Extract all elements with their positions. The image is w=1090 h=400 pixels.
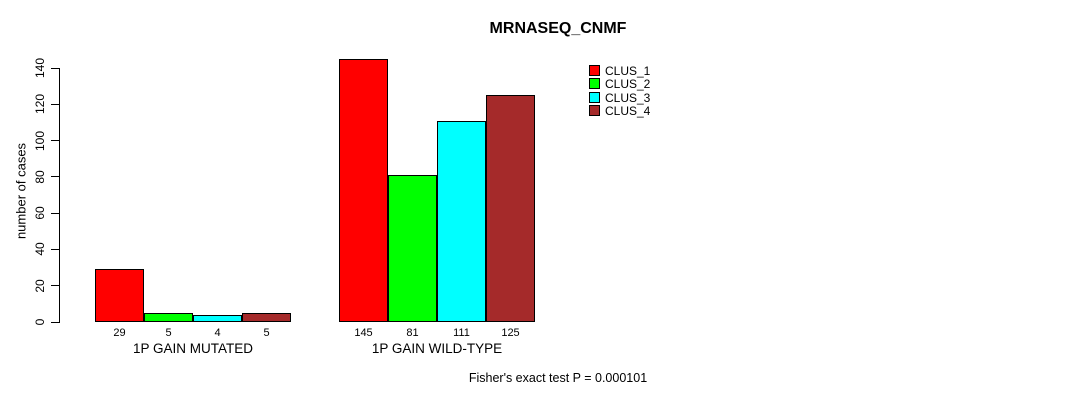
group-label: 1P GAIN MUTATED: [132, 341, 254, 356]
bar-clus_4-group2: [486, 95, 535, 322]
bar-clus_2-group1: [144, 313, 193, 322]
bar-value-label: 29: [113, 327, 126, 339]
bar-value-label: 145: [354, 327, 373, 339]
y-axis-tick: [51, 321, 59, 323]
legend-swatch-clus_3: [589, 92, 600, 103]
bar-value-label: 5: [165, 327, 172, 339]
y-axis-tick: [51, 67, 59, 69]
y-axis-tick: [51, 140, 59, 142]
y-axis-line: [59, 68, 60, 323]
bar-value-label: 5: [263, 327, 270, 339]
bar-value-label: 4: [214, 327, 221, 339]
bar-clus_1-group2: [339, 59, 388, 322]
legend-label-clus_4: CLUS_4: [605, 103, 651, 118]
fisher-test-annotation: Fisher's exact test P = 0.000101: [468, 371, 648, 385]
legend-swatch-clus_1: [589, 65, 600, 76]
bar-clus_1-group1: [95, 269, 144, 322]
bar-clus_3-group2: [437, 121, 486, 322]
bar-value-label: 81: [406, 327, 419, 339]
bar-clus_4-group1: [242, 313, 291, 322]
y-axis-tick: [51, 176, 59, 178]
group-label: 1P GAIN WILD-TYPE: [371, 341, 503, 356]
legend-swatch-clus_4: [589, 105, 600, 116]
bar-clus_3-group1: [193, 315, 242, 322]
chart-title: MRNASEQ_CNMF: [489, 20, 627, 37]
y-axis-tick: [51, 103, 59, 105]
bar-clus_2-group2: [388, 175, 437, 322]
y-axis-tick: [51, 212, 59, 214]
bar-value-label: 111: [453, 327, 470, 339]
legend-label-clus_2: CLUS_2: [605, 76, 651, 91]
y-axis-tick: [51, 248, 59, 250]
bar-value-label: 125: [501, 327, 520, 339]
legend-label-clus_1: CLUS_1: [605, 63, 651, 78]
legend-swatch-clus_2: [589, 78, 600, 89]
y-axis-tick: [51, 285, 59, 287]
legend-label-clus_3: CLUS_3: [605, 90, 651, 105]
